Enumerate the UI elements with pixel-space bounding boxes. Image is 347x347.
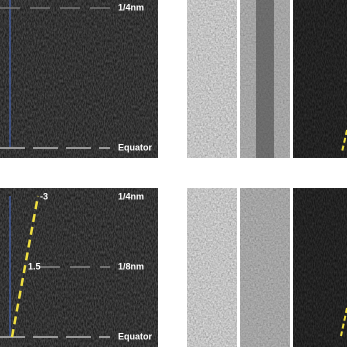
layer-label: 1/4nm	[118, 2, 144, 12]
layer-line-label: 1.5	[28, 261, 41, 271]
diffraction-panel-top: 1/4nm Equator	[0, 0, 158, 158]
equator-label: Equator	[118, 142, 152, 152]
image-panels-top	[187, 0, 347, 158]
layer-line-label: -3	[40, 191, 48, 201]
equator-label: Equator	[118, 331, 152, 341]
layer-label: 1/8nm	[118, 261, 144, 271]
image-panels-bottom	[187, 188, 347, 347]
layer-label: 1/4nm	[118, 191, 144, 201]
diffraction-panel-bottom: -3 1.5 1/4nm 1/8nm Equator	[0, 188, 158, 347]
